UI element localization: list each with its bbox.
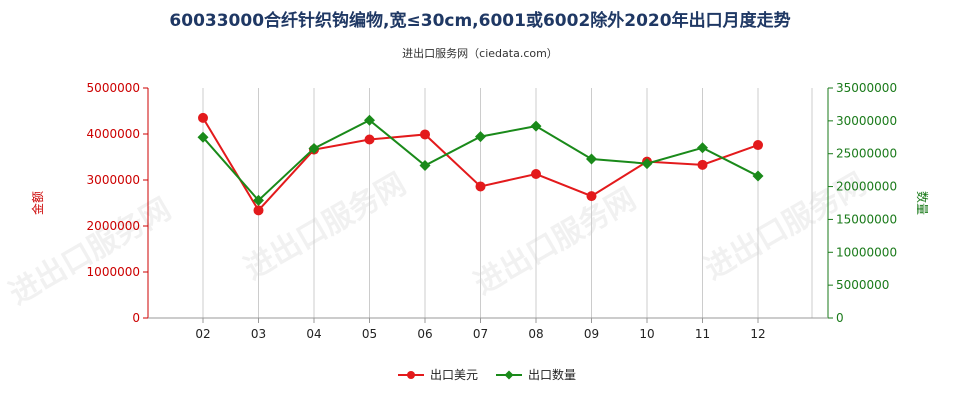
right-tick-label: 0: [836, 311, 844, 325]
data-point[interactable]: [198, 112, 208, 123]
data-point[interactable]: [531, 169, 541, 180]
watermark-text: 进出口服务网: [239, 167, 412, 287]
right-tick-label: 10000000: [836, 245, 897, 259]
data-point[interactable]: [475, 131, 486, 143]
series-2: [197, 114, 764, 206]
right-axis-ticks: 0 5000000 10000000 15000000 20000000 25000000…: [828, 81, 897, 325]
series-layer: [197, 112, 764, 216]
data-point[interactable]: [697, 159, 708, 170]
x-tick-label: 08: [528, 327, 543, 341]
watermark-text: 进出口服务网: [4, 192, 177, 312]
legend-item[interactable]: 出口数量: [496, 367, 576, 382]
right-tick-label: 30000000: [836, 114, 897, 128]
x-tick-label: 06: [417, 327, 432, 341]
chart-title: 60033000合纤针织钩编物,宽≤30cm,6001或6002除外2020年出…: [169, 10, 790, 31]
legend-marker: [504, 370, 514, 380]
left-tick-label: 4000000: [87, 127, 140, 141]
left-tick-label: 1000000: [87, 265, 140, 279]
x-axis-ticks: 02 03 04 05 06 07 08 09 10 11 12: [195, 318, 766, 341]
right-tick-label: 5000000: [836, 278, 889, 292]
data-point[interactable]: [530, 120, 542, 132]
data-point[interactable]: [586, 153, 597, 165]
data-point[interactable]: [308, 142, 320, 154]
left-tick-label: 0: [132, 311, 140, 325]
data-point[interactable]: [197, 131, 209, 143]
legend-label: 出口数量: [528, 367, 576, 382]
x-tick-label: 05: [362, 327, 377, 341]
x-tick-label: 04: [306, 327, 321, 341]
watermarks: 进出口服务网 进出口服务网 进出口服务网 进出口服务网: [4, 167, 872, 312]
data-point[interactable]: [253, 194, 264, 206]
watermark-text: 进出口服务网: [469, 182, 642, 302]
right-tick-label: 15000000: [836, 212, 897, 226]
left-axis-title: 金额: [30, 191, 45, 215]
data-point[interactable]: [752, 170, 764, 182]
left-axis-ticks: 0 1000000 2000000 3000000 4000000 5000000: [87, 81, 148, 325]
data-point[interactable]: [641, 158, 653, 170]
x-tick-label: 03: [251, 327, 266, 341]
data-point[interactable]: [253, 205, 264, 216]
left-tick-label: 2000000: [87, 219, 140, 233]
left-tick-label: 3000000: [87, 173, 140, 187]
right-tick-label: 25000000: [836, 147, 897, 161]
x-tick-label: 09: [584, 327, 599, 341]
data-point[interactable]: [753, 140, 763, 151]
axes: [147, 88, 829, 319]
right-tick-label: 35000000: [836, 81, 897, 95]
data-point[interactable]: [420, 129, 430, 140]
legend-label: 出口美元: [430, 368, 478, 382]
legend: 出口美元 出口数量: [398, 367, 576, 382]
x-tick-label: 02: [195, 327, 210, 341]
x-tick-label: 07: [473, 327, 488, 341]
data-point[interactable]: [586, 191, 597, 202]
x-tick-label: 11: [695, 327, 710, 341]
data-point[interactable]: [364, 134, 375, 145]
right-axis-title: 数量: [915, 191, 930, 215]
left-tick-label: 5000000: [87, 81, 140, 95]
data-point[interactable]: [475, 181, 486, 192]
right-tick-label: 20000000: [836, 180, 897, 194]
x-tick-label: 12: [750, 327, 765, 341]
data-point[interactable]: [364, 114, 375, 126]
legend-item[interactable]: 出口美元: [398, 368, 478, 382]
chart-subtitle: 进出口服务网（ciedata.com）: [402, 46, 558, 60]
data-point[interactable]: [419, 160, 431, 172]
legend-marker: [407, 371, 415, 379]
x-tick-label: 10: [639, 327, 654, 341]
data-point[interactable]: [697, 142, 708, 154]
